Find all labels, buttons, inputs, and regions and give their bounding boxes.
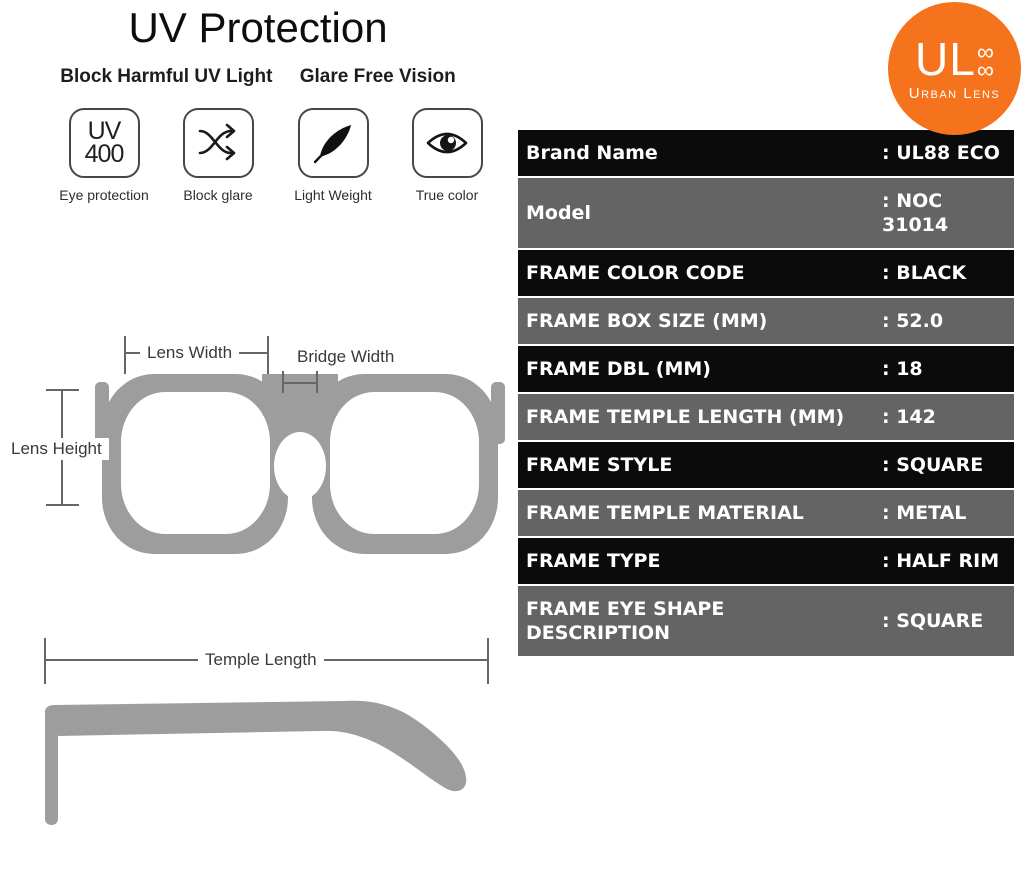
- spec-value: : BLACK: [882, 262, 967, 284]
- uv400-line1: UV: [87, 116, 122, 145]
- logo-monogram: UL ∞ ∞: [915, 32, 994, 85]
- page-title: UV Protection: [128, 4, 388, 51]
- spec-value: : 142: [882, 406, 936, 428]
- subtitle-row: Block Harmful UV Light Glare Free Vision: [0, 66, 516, 88]
- spec-row-model: Model : NOC 31014: [518, 178, 1014, 248]
- spec-value: : 52.0: [882, 310, 944, 332]
- spec-label: Brand Name: [526, 142, 658, 164]
- spec-label: FRAME STYLE: [526, 454, 673, 476]
- block-glare-icon: [182, 108, 254, 178]
- spec-value: : SQUARE: [882, 454, 984, 476]
- temple-arm-shape: [45, 700, 467, 825]
- spec-label: FRAME TEMPLE LENGTH (MM): [526, 406, 845, 428]
- feather-icon: [297, 108, 369, 178]
- spec-row-brand-name: Brand Name : UL88 ECO: [518, 130, 1014, 176]
- spec-label: FRAME TYPE: [526, 550, 661, 572]
- eye-icon: [411, 108, 483, 178]
- infinity-icon: ∞ ∞: [976, 39, 994, 84]
- bridge-width-label: Bridge Width: [290, 346, 402, 368]
- subtitle-glare-free-vision: Glare Free Vision: [299, 66, 456, 87]
- uv400-icon: UV 400: [68, 108, 140, 178]
- spec-label: FRAME TEMPLE MATERIAL: [526, 502, 804, 524]
- spec-value: : SQUARE: [882, 610, 984, 632]
- eye-glyph: [426, 132, 468, 154]
- feature-label: Eye protection: [59, 187, 149, 203]
- spec-value: : METAL: [882, 502, 967, 524]
- spec-value: : UL88 ECO: [882, 142, 1000, 164]
- crossed-arrows-glyph: [198, 123, 236, 161]
- spec-row-frame-dbl: FRAME DBL (MM) : 18: [518, 346, 1014, 392]
- spec-value: : 18: [882, 358, 923, 380]
- feature-uv400: UV 400 Eye protection: [44, 108, 164, 203]
- urban-lens-logo: UL ∞ ∞ Urban Lens: [888, 2, 1021, 135]
- feather-glyph: [313, 125, 351, 164]
- subtitle-block-uv-light: Block Harmful UV Light: [60, 66, 273, 87]
- feature-label: True color: [415, 187, 479, 203]
- feature-light-weight: Light Weight: [273, 108, 393, 203]
- glasses-front-diagram: [46, 336, 505, 554]
- spec-row-frame-temple-length: FRAME TEMPLE LENGTH (MM) : 142: [518, 394, 1014, 440]
- spec-value: : HALF RIM: [882, 550, 1000, 572]
- spec-row-frame-eye-shape: FRAME EYE SHAPE DESCRIPTION : SQUARE: [518, 586, 1014, 656]
- spec-label: FRAME EYE SHAPE DESCRIPTION: [526, 598, 725, 644]
- feature-label: Light Weight: [294, 187, 372, 203]
- feature-true-color: True color: [387, 108, 507, 203]
- feature-label: Block glare: [183, 187, 253, 203]
- spec-row-frame-style: FRAME STYLE : SQUARE: [518, 442, 1014, 488]
- logo-initials: UL: [915, 32, 976, 85]
- uv400-line2: 400: [84, 140, 125, 168]
- spec-table: Brand Name : UL88 ECO Model : NOC 31014 …: [518, 130, 1014, 658]
- lens-height-label: Lens Height: [4, 438, 109, 460]
- spec-row-frame-color-code: FRAME COLOR CODE : BLACK: [518, 250, 1014, 296]
- spec-label: FRAME COLOR CODE: [526, 262, 745, 284]
- spec-label: Model: [526, 202, 591, 224]
- spec-value: : NOC 31014: [882, 190, 949, 236]
- logo-brand-name: Urban Lens: [908, 84, 1001, 102]
- spec-row-frame-type: FRAME TYPE : HALF RIM: [518, 538, 1014, 584]
- spec-label: FRAME BOX SIZE (MM): [526, 310, 768, 332]
- lens-width-label: Lens Width: [140, 342, 240, 364]
- spec-label: FRAME DBL (MM): [526, 358, 711, 380]
- temple-length-label: Temple Length: [198, 649, 324, 671]
- spec-row-frame-temple-material: FRAME TEMPLE MATERIAL : METAL: [518, 490, 1014, 536]
- spec-row-frame-box-size: FRAME BOX SIZE (MM) : 52.0: [518, 298, 1014, 344]
- feature-block-glare: Block glare: [158, 108, 278, 203]
